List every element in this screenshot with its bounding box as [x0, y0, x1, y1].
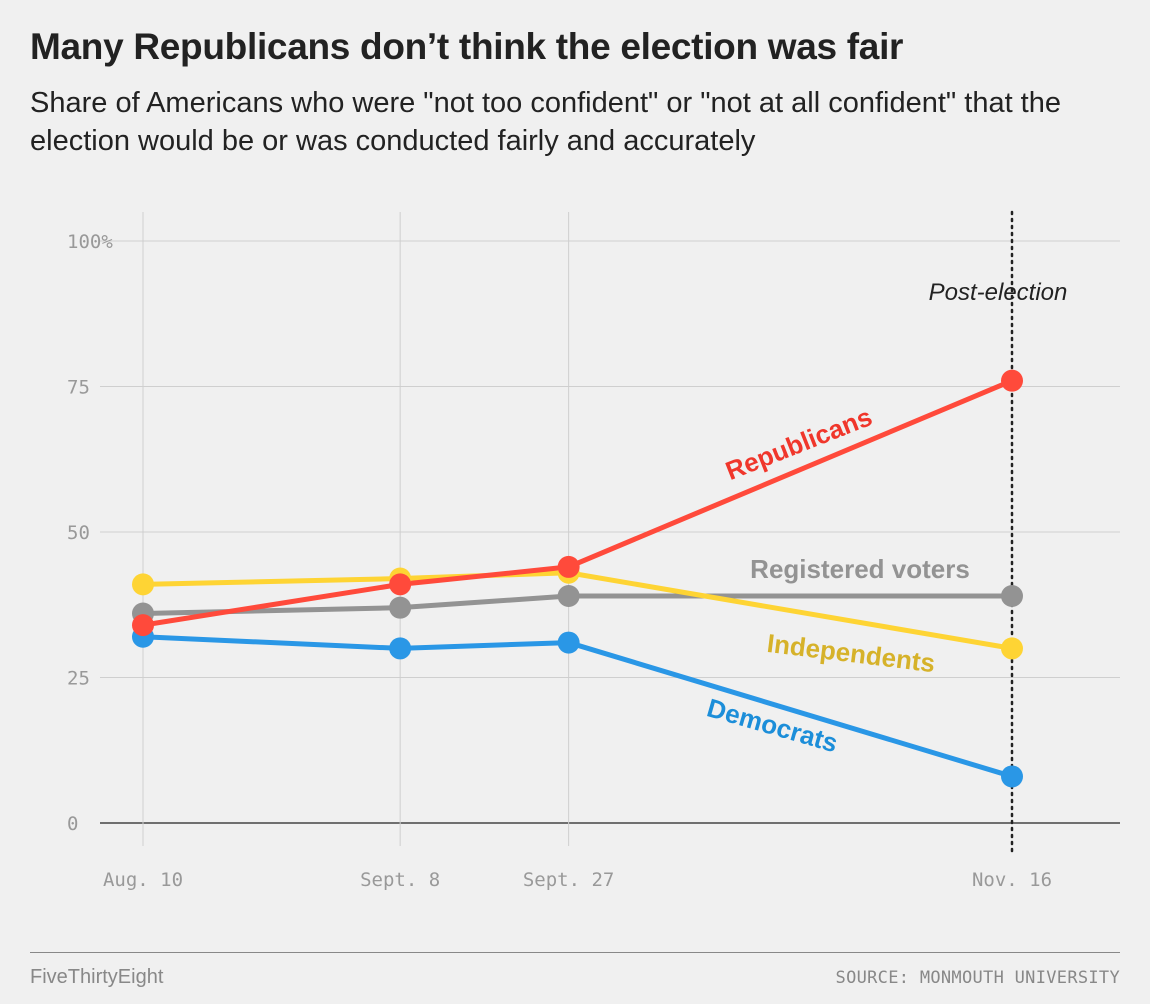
- data-point-registered-voters: [389, 596, 412, 619]
- data-point-registered-voters: [557, 585, 580, 608]
- y-tick-label: 0: [67, 813, 78, 835]
- y-tick-label: 25: [67, 668, 90, 690]
- y-tick-label: 100%: [67, 231, 113, 253]
- data-point-democrats: [557, 631, 580, 654]
- series-label-registered-voters: Registered voters: [750, 554, 970, 584]
- y-tick-label: 50: [67, 522, 90, 544]
- series-label-independents: Independents: [765, 628, 936, 678]
- series-label-republicans: Republicans: [721, 401, 876, 486]
- data-point-republicans: [557, 555, 580, 578]
- data-point-independents: [132, 573, 154, 596]
- series-line-republicans: [140, 378, 1015, 628]
- data-point-democrats: [389, 637, 412, 660]
- series-line-democrats: [140, 634, 1015, 779]
- chart-subtitle: Share of Americans who were "not too con…: [30, 87, 1062, 157]
- brand-name: FiveThirtyEight: [30, 966, 164, 988]
- chart-title: Many Republicans don’t think the electio…: [30, 26, 904, 67]
- data-point-independents: [1001, 637, 1023, 660]
- data-point-democrats: [1001, 765, 1023, 788]
- data-point-registered-voters: [1001, 585, 1023, 608]
- x-tick-label: Nov. 16: [972, 869, 1052, 891]
- x-tick-label: Sept. 27: [523, 869, 615, 891]
- data-point-republicans: [389, 573, 412, 596]
- data-point-republicans: [1001, 369, 1023, 392]
- data-point-republicans: [132, 614, 154, 637]
- series-line-registered-voters: [140, 593, 1015, 616]
- line-chart: 0 25 50 75 100% Aug. 10 Sept. 8 Sept. 27 Nov. 16…: [67, 210, 1120, 891]
- post-election-annotation: Post-election: [929, 279, 1068, 306]
- x-tick-label: Sept. 8: [360, 869, 440, 891]
- source-note: SOURCE: MONMOUTH UNIVERSITY: [835, 968, 1120, 988]
- x-tick-label: Aug. 10: [103, 869, 183, 891]
- footer-divider: [30, 952, 1120, 953]
- y-tick-label: 75: [67, 377, 90, 399]
